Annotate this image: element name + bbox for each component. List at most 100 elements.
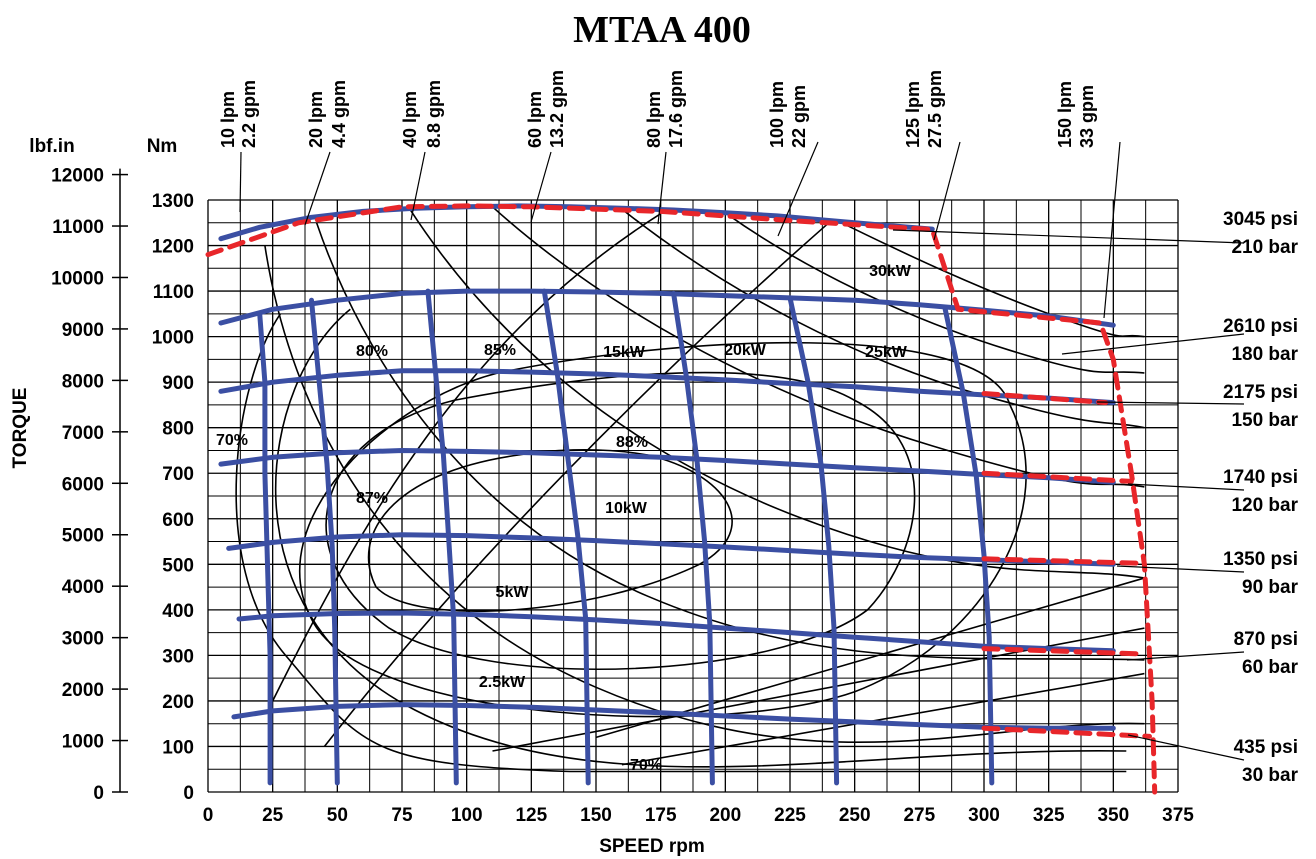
envelope-stub [981, 556, 1147, 566]
x-axis-title: SPEED rpm [599, 836, 705, 857]
flow-line [309, 297, 340, 786]
efficiency-label: 87% [356, 490, 388, 507]
pressure-lines [218, 203, 1116, 731]
y-tick-label-lbfin: 12000 [51, 166, 104, 187]
power-curve-label: 10kW [605, 500, 648, 517]
pressure-label-psi: 3045 psi [1223, 209, 1298, 230]
y-tick-label-nm: 900 [162, 373, 194, 394]
y-tick-label-nm: 1300 [152, 191, 194, 212]
y-tick-label-nm: 800 [162, 419, 194, 440]
y-tick-label-lbfin: 10000 [51, 268, 104, 289]
flow-leader-line [777, 141, 819, 237]
y-tick-label-lbfin: 6000 [62, 474, 104, 495]
left-unit-label: lbf.in [29, 136, 74, 157]
power-curve-label: 5kW [496, 584, 530, 601]
chart-title: MTAA 400 [573, 9, 751, 51]
pressure-line [218, 368, 1116, 406]
grid [207, 199, 1179, 793]
pressure-label-bar: 60 bar [1242, 657, 1299, 678]
flow-line [541, 288, 591, 786]
curve-line [367, 448, 733, 612]
pressure-label-bar: 30 bar [1242, 765, 1299, 786]
flow-label-gpm: 13.2 gpm [547, 70, 567, 148]
x-tick-label: 275 [903, 805, 935, 826]
efficiency-label: 70% [630, 757, 662, 774]
curve-line [274, 308, 1127, 768]
y-tick-label-lbfin: 8000 [62, 371, 104, 392]
x-tick-label: 0 [203, 805, 214, 826]
flow-label-gpm: 4.4 gpm [329, 80, 349, 148]
pressure-leader-line [1127, 483, 1245, 491]
pressure-leader-line [1096, 401, 1245, 405]
envelope-stub [981, 470, 1134, 484]
pressure-line [218, 448, 1116, 485]
pressure-label-psi: 1350 psi [1223, 549, 1298, 570]
flow-line [671, 290, 715, 786]
flow-line [257, 311, 273, 786]
x-tick-label: 175 [645, 805, 677, 826]
x-tick-label: 200 [709, 805, 741, 826]
y-tick-label-nm: 1100 [153, 282, 194, 303]
power-curve-label: 15kW [603, 344, 646, 361]
curve-line [621, 208, 1145, 429]
y-tick-label-lbfin: 2000 [62, 680, 104, 701]
x-tick-label: 300 [968, 805, 1000, 826]
flow-label-lpm: 150 lpm [1055, 81, 1075, 148]
flow-label-lpm: 60 lpm [525, 91, 545, 148]
curve-line [235, 313, 1127, 773]
pressure-leader-line [1127, 734, 1245, 761]
x-tick-label: 50 [327, 805, 348, 826]
flow-label-lpm: 125 lpm [903, 81, 923, 148]
flow-leader-line [410, 151, 426, 221]
pressure-label-bar: 210 bar [1231, 237, 1298, 258]
x-tick-label: 350 [1097, 805, 1129, 826]
flow-leader-line [239, 151, 242, 213]
y-tick-label-nm: 700 [162, 464, 194, 485]
y-tick-label-nm: 600 [162, 510, 194, 531]
flow-labels: 10 lpm 2.2 gpm 20 lpm 4.4 gpm 40 lpm 8.8 gpm 6… [218, 70, 1121, 319]
pressure-line [218, 288, 1116, 328]
flow-label-gpm: 17.6 gpm [666, 70, 686, 148]
x-tick-label: 225 [774, 805, 806, 826]
power-curve-label: 30kW [869, 263, 912, 280]
power-curve-label: 25kW [865, 344, 908, 361]
pressure-line [236, 610, 1116, 654]
curve-line [271, 213, 662, 702]
pressure-leader-line [1126, 651, 1245, 661]
flow-line [787, 295, 840, 786]
x-tick-label: 250 [839, 805, 871, 826]
envelope-stub [981, 646, 1147, 657]
flow-label-gpm: 27.5 gpm [925, 70, 945, 148]
curve-line [299, 341, 1027, 718]
pressure-label-bar: 120 bar [1231, 495, 1298, 516]
power-curve-label: 20kW [724, 342, 767, 359]
pressure-label-psi: 870 psi [1234, 629, 1298, 650]
y-tick-label-nm: 0 [183, 783, 194, 804]
pressure-label-psi: 2610 psi [1223, 316, 1298, 337]
y-tick-label-lbfin: 9000 [62, 320, 104, 341]
pressure-line [231, 702, 1116, 731]
flow-line [942, 306, 995, 786]
pressure-leader-line [892, 229, 1245, 244]
y-tick-label-lbfin: 7000 [62, 423, 104, 444]
curve-line [409, 208, 1145, 579]
x-tick-labels: 0 25 50 75 100 125 150 175 200 225 250 275 300 325 350… [203, 805, 1195, 826]
pressure-labels: 3045 psi 210 bar 2610 psi 180 bar 2175 psi 15… [892, 209, 1299, 786]
y-tick-label-nm: 100 [162, 737, 194, 758]
y-tick-labels: 0 100 200 300 400 500 600 700 800 900 1000 1100 1200… [152, 191, 194, 804]
pressure-label-bar: 180 bar [1231, 344, 1298, 365]
y-tick-label-nm: 500 [162, 555, 194, 576]
pressure-label-psi: 1740 psi [1223, 467, 1298, 488]
y-tick-label-nm: 400 [162, 601, 194, 622]
flow-label-gpm: 33 gpm [1077, 85, 1097, 148]
y-tick-label-lbfin: 0 [93, 783, 104, 804]
max-envelope-line [205, 203, 1158, 795]
envelope-stub [981, 391, 1109, 406]
curve-line [323, 222, 830, 747]
power-curve-label: 2.5kW [479, 674, 526, 691]
y-tick-label-nm: 200 [162, 692, 194, 713]
y-tick-label-lbfin: 3000 [62, 629, 104, 650]
efficiency-label: 80% [356, 343, 388, 360]
flow-leader-line [933, 141, 961, 241]
